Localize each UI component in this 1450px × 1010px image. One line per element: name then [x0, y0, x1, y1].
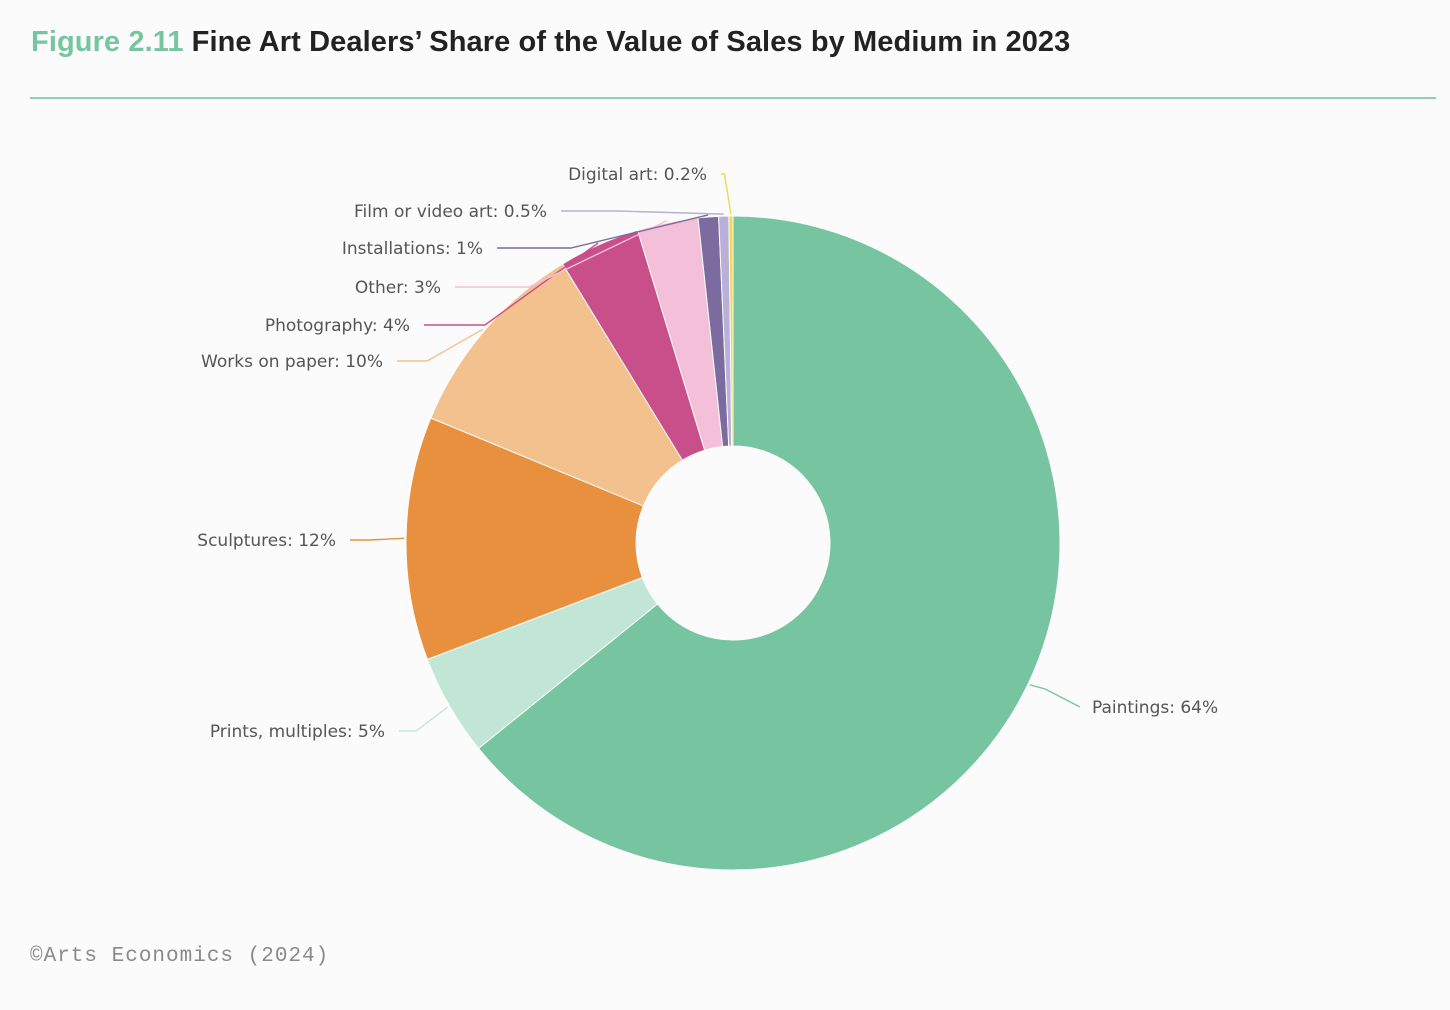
leader-line-works-on-paper: [397, 328, 484, 362]
leader-line-prints-multiples: [399, 706, 449, 732]
slice-sculptures[interactable]: [405, 417, 645, 661]
label-paintings: Paintings: 64%: [1092, 698, 1218, 718]
title-divider: [30, 97, 1436, 99]
slice-paintings[interactable]: [477, 215, 1061, 871]
label-digital-art: Digital art: 0.2%: [568, 165, 707, 185]
leader-line-photography: [424, 242, 599, 326]
leader-line-digital-art: [721, 173, 732, 215]
label-works-on-paper: Works on paper: 10%: [201, 352, 383, 372]
slice-digital-art[interactable]: [728, 215, 734, 447]
label-sculptures: Sculptures: 12%: [197, 531, 336, 551]
leader-line-film-or-video-art: [561, 210, 724, 215]
chart-title: Figure 2.11 Fine Art Dealers’ Share of th…: [31, 26, 1070, 59]
leader-line-sculptures: [350, 537, 405, 541]
leader-line-paintings: [1029, 684, 1081, 708]
leader-line-other: [455, 220, 668, 288]
figure-number: Figure 2.11: [31, 26, 184, 58]
figure-title: Fine Art Dealers’ Share of the Value of …: [191, 26, 1071, 58]
leader-line-installations: [497, 214, 709, 249]
label-other: Other: 3%: [355, 278, 441, 298]
label-installations: Installations: 1%: [342, 239, 483, 259]
label-prints-multiples: Prints, multiples: 5%: [210, 722, 385, 742]
source-credit: ©Arts Economics (2024): [30, 945, 330, 968]
label-photography: Photography: 4%: [265, 316, 410, 336]
label-film-or-video-art: Film or video art: 0.5%: [354, 202, 547, 222]
slice-works-on-paper[interactable]: [430, 263, 684, 507]
